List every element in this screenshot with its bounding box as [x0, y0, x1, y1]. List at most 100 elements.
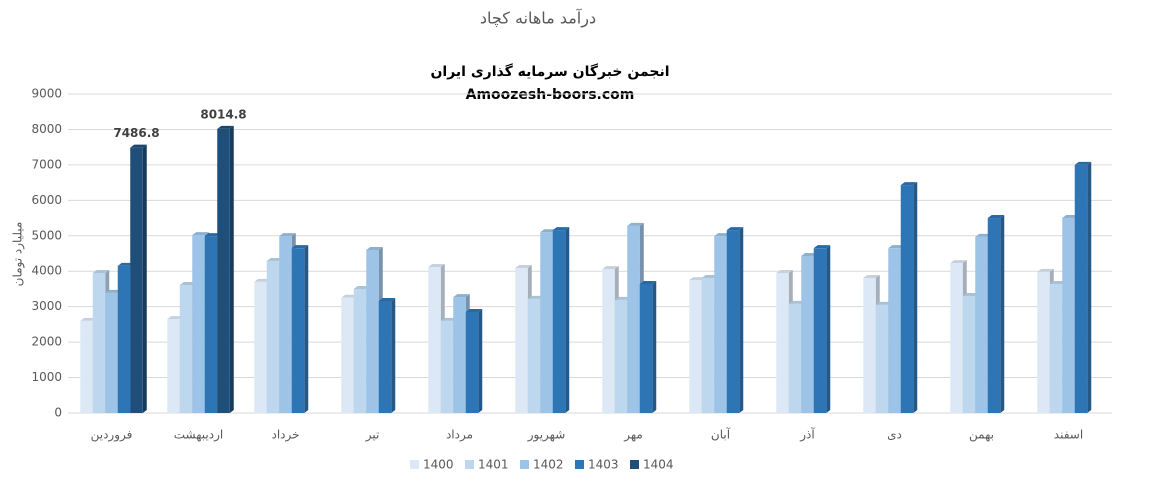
bar-top	[888, 245, 905, 249]
bar-top	[465, 308, 483, 312]
bar	[788, 303, 802, 413]
bar-top	[900, 182, 918, 186]
legend-label: 1401	[478, 458, 509, 472]
legend-swatch	[575, 460, 584, 469]
bar-top	[627, 222, 644, 226]
bar-top	[639, 280, 657, 284]
x-tick-label: شهریور	[527, 428, 566, 443]
legend-swatch	[630, 460, 639, 469]
y-axis-label: میلیارد تومان	[11, 222, 26, 287]
bar-top	[130, 144, 147, 148]
x-tick-label: دی	[887, 428, 902, 442]
bar-top	[552, 227, 570, 231]
bar-top	[428, 263, 445, 267]
bar	[701, 277, 715, 413]
bar	[117, 265, 131, 413]
x-tick-label: آذر	[799, 427, 815, 443]
x-tick-label: اردیبهشت	[174, 428, 223, 443]
bar-top	[863, 274, 880, 278]
bar-top	[714, 233, 731, 237]
bar-side	[913, 182, 918, 413]
bar-top	[378, 297, 396, 301]
bar-top	[266, 257, 284, 261]
bar-top	[1062, 215, 1079, 219]
bar-top	[440, 317, 458, 321]
bar	[341, 297, 354, 413]
bar	[192, 235, 205, 413]
bar	[950, 263, 963, 413]
bar-top	[987, 215, 1005, 219]
y-tick-label: 6000	[31, 193, 62, 207]
bar	[130, 147, 143, 414]
bar-side	[826, 245, 831, 413]
bar	[776, 272, 789, 413]
bar-side	[478, 308, 483, 413]
data-label: 7486.8	[113, 126, 159, 140]
bar-top	[813, 245, 831, 249]
bar	[515, 268, 528, 413]
data-label: 8014.8	[200, 107, 246, 121]
bar	[266, 260, 280, 413]
bar	[105, 292, 118, 413]
bar-side	[739, 227, 744, 413]
legend-swatch	[520, 460, 529, 469]
bar-top	[801, 252, 818, 256]
bar	[639, 283, 653, 413]
bar	[1074, 164, 1088, 413]
bar-top	[776, 269, 793, 273]
bar-side	[565, 227, 570, 413]
bar-top	[217, 125, 234, 129]
y-tick-label: 3000	[31, 299, 62, 313]
legend-label: 1404	[643, 458, 674, 472]
bar	[888, 248, 901, 413]
bar	[875, 304, 889, 413]
bar	[254, 281, 267, 413]
bar-top	[453, 294, 470, 298]
bar	[167, 319, 180, 413]
bar	[378, 300, 392, 413]
bar-top	[117, 262, 135, 266]
bar	[962, 296, 976, 413]
bar	[689, 280, 702, 413]
bar-top	[192, 232, 209, 236]
bar	[614, 299, 628, 413]
x-tick-label: اسفند	[1054, 428, 1083, 442]
bar	[204, 236, 218, 413]
legend-label: 1402	[533, 458, 564, 472]
bar-top	[950, 260, 967, 264]
x-tick-label: بهمن	[969, 428, 994, 443]
bar	[428, 266, 441, 413]
x-tick-label: مرداد	[446, 428, 473, 443]
bar-top	[975, 233, 992, 237]
bar-side	[652, 280, 657, 413]
legend-label: 1400	[423, 458, 454, 472]
bar-top	[291, 245, 309, 249]
bar-side	[1000, 215, 1005, 413]
bar	[1037, 271, 1050, 413]
bar	[92, 272, 106, 413]
bar-top	[353, 285, 371, 289]
bar	[291, 248, 305, 413]
x-tick-label: مهر	[623, 428, 643, 443]
bar	[602, 269, 615, 413]
y-tick-label: 1000	[31, 370, 62, 384]
bar	[813, 248, 827, 413]
legend-swatch	[465, 460, 474, 469]
bar-top	[105, 289, 122, 293]
y-tick-label: 8000	[31, 122, 62, 136]
bar-top	[614, 296, 632, 300]
bar	[217, 128, 230, 413]
x-tick-label: تیر	[365, 428, 380, 443]
bar-top	[254, 278, 271, 282]
y-tick-label: 0	[54, 406, 62, 420]
bar-top	[875, 301, 893, 305]
bar	[465, 311, 479, 413]
bar-top	[788, 300, 806, 304]
bar	[540, 232, 553, 413]
bar	[863, 277, 876, 413]
bar-top	[1049, 280, 1067, 284]
chart-subtitle: انجمن خبرگان سرمایه گذاری ایران	[430, 63, 669, 80]
bar-top	[279, 233, 296, 237]
bar	[1062, 218, 1075, 413]
